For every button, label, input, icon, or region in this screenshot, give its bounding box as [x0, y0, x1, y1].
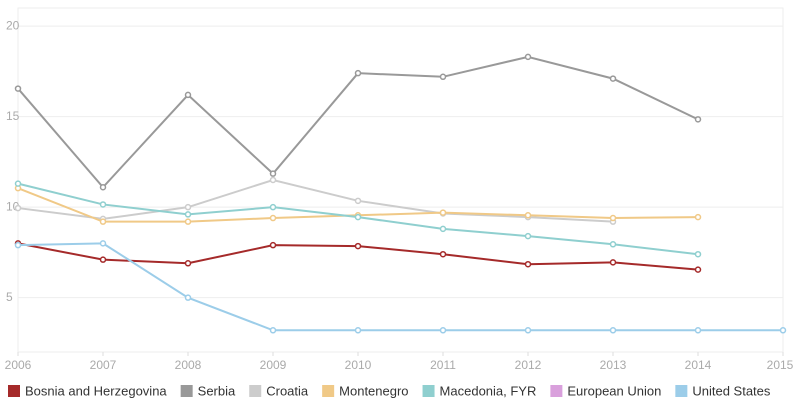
- point: [609, 259, 617, 266]
- legend-label: Croatia: [266, 383, 309, 398]
- series-line: [17, 178, 614, 223]
- legend-swatch: [249, 385, 262, 397]
- point: [269, 176, 277, 184]
- legend-label: Serbia: [198, 383, 236, 398]
- point: [354, 327, 362, 334]
- point: [609, 327, 617, 334]
- x-tick-label: 2012: [515, 358, 542, 372]
- legend-swatch: [550, 385, 563, 397]
- point: [694, 327, 702, 334]
- x-tick-label: 2008: [175, 358, 202, 372]
- point: [524, 327, 532, 334]
- point: [694, 250, 702, 258]
- legend-swatch: [322, 385, 335, 397]
- x-tick-label: 2015: [767, 358, 794, 372]
- legend-label: Montenegro: [339, 383, 408, 398]
- point: [524, 212, 532, 219]
- point: [99, 256, 107, 263]
- x-tick-label: 2011: [430, 358, 456, 372]
- x-tick-label: 2013: [600, 358, 627, 372]
- point: [269, 203, 277, 211]
- point: [14, 204, 22, 212]
- point: [99, 183, 107, 191]
- point: [184, 294, 192, 301]
- point: [354, 242, 362, 250]
- point: [439, 327, 447, 334]
- point: [184, 218, 192, 225]
- point: [99, 240, 107, 247]
- x-tick-label: 2007: [90, 358, 117, 372]
- point: [354, 213, 362, 221]
- y-tick-label: 20: [6, 18, 20, 32]
- point: [354, 197, 362, 205]
- point: [269, 327, 277, 334]
- point: [694, 213, 702, 221]
- point: [439, 225, 447, 233]
- legend-label: United States: [692, 383, 771, 398]
- point: [184, 91, 192, 99]
- point: [779, 327, 787, 334]
- x-tick-label: 2014: [685, 358, 712, 372]
- point: [99, 201, 107, 208]
- legend-swatch: [180, 385, 193, 397]
- plot-frame: [17, 7, 784, 353]
- point: [99, 218, 107, 225]
- point: [269, 241, 277, 249]
- point: [609, 75, 617, 82]
- point: [524, 53, 532, 61]
- point: [439, 250, 447, 258]
- point: [694, 266, 702, 273]
- y-tick-label: 15: [6, 109, 20, 123]
- legend-label: Bosnia and Herzegovina: [25, 383, 167, 398]
- series-line: [17, 55, 699, 189]
- point: [269, 214, 277, 222]
- x-tick-label: 2009: [260, 358, 287, 372]
- point: [609, 241, 617, 248]
- point: [14, 85, 22, 92]
- legend-swatch: [675, 385, 688, 397]
- point: [184, 260, 192, 267]
- legend-label: European Union: [567, 383, 661, 398]
- point: [524, 260, 532, 268]
- legend-label: Macedonia, FYR: [440, 383, 537, 398]
- point: [524, 232, 532, 240]
- x-tick-label: 2006: [5, 358, 32, 372]
- point: [439, 73, 447, 81]
- legend-swatch: [8, 385, 20, 397]
- series-line: [17, 242, 783, 332]
- point: [184, 211, 192, 218]
- point: [694, 116, 702, 123]
- point: [354, 69, 362, 77]
- point: [14, 241, 22, 249]
- point: [14, 180, 22, 187]
- point: [269, 170, 277, 177]
- legend-swatch: [422, 385, 435, 397]
- point: [184, 203, 192, 211]
- point: [609, 214, 617, 222]
- x-tick-label: 2010: [345, 358, 372, 372]
- y-tick-label: 5: [6, 290, 13, 304]
- point: [439, 209, 447, 216]
